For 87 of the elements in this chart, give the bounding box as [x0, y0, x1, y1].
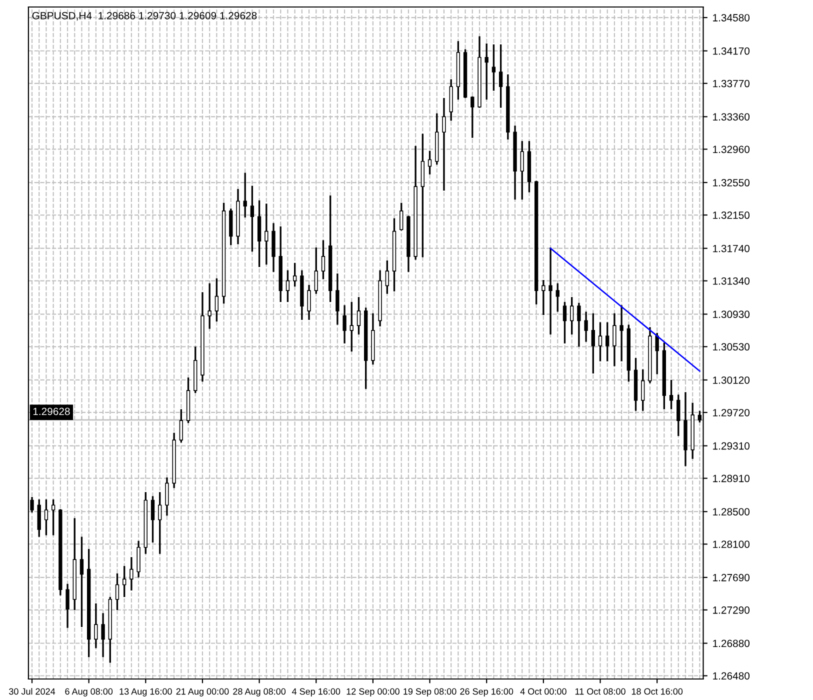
candlestick	[336, 274, 340, 325]
candlestick	[400, 202, 404, 230]
y-tick-label: 1.28500	[713, 508, 750, 516]
x-tick-label: 18 Oct 16:00	[632, 688, 683, 695]
candlestick	[428, 150, 432, 174]
candlestick	[94, 603, 98, 648]
candlestick	[598, 322, 602, 362]
candlestick	[350, 302, 354, 352]
candlestick	[44, 499, 48, 536]
y-tick-label: 1.26480	[713, 672, 750, 680]
candlestick	[179, 409, 184, 443]
candlestick	[655, 332, 659, 374]
candlestick	[80, 536, 84, 628]
y-tick-label: 1.29720	[713, 408, 750, 416]
candlestick	[208, 283, 212, 329]
candlestick	[115, 573, 120, 610]
candlestick	[292, 262, 297, 287]
candlestick	[307, 284, 311, 320]
y-tick-label: 1.32960	[713, 146, 750, 154]
y-tick-label: 1.30120	[713, 376, 750, 384]
candlestick	[498, 44, 503, 108]
x-tick-label: 21 Aug 00:00	[176, 688, 229, 696]
x-tick-label: 19 Sep 08:00	[404, 688, 456, 696]
y-tick-label: 1.33360	[713, 113, 750, 121]
candlestick	[122, 566, 126, 597]
candlestick	[165, 477, 169, 516]
y-tick-label: 1.32550	[713, 179, 750, 186]
candlestick	[385, 260, 389, 294]
candlestick	[542, 280, 546, 315]
candlestick	[130, 557, 134, 590]
y-tick-label: 1.28100	[713, 540, 750, 548]
candlestick	[620, 305, 624, 362]
candlestick	[492, 44, 496, 91]
y-tick-label: 1.27290	[713, 606, 750, 614]
candlestick	[342, 305, 346, 344]
candlestick	[250, 186, 254, 252]
candlestick	[264, 204, 268, 265]
candlestick	[669, 380, 674, 410]
x-tick-label: 28 Aug 08:00	[233, 688, 286, 696]
candlestick	[286, 270, 290, 302]
candlestick	[150, 496, 155, 543]
x-tick-label: 4 Sep 16:00	[292, 688, 340, 696]
candlestick	[214, 278, 219, 322]
candlestick	[577, 302, 581, 347]
candlestick	[641, 369, 645, 411]
candlestick	[158, 492, 162, 554]
candlestick	[562, 302, 567, 344]
x-tick-label: 11 Oct 08:00	[575, 688, 626, 695]
y-tick-label: 1.31740	[713, 244, 750, 252]
candlestick	[520, 141, 524, 200]
candlestick	[356, 297, 361, 334]
x-tick-label: 13 Aug 16:00	[120, 688, 172, 696]
y-tick-label: 1.31340	[713, 277, 750, 285]
x-tick-label: 12 Sep 00:00	[346, 688, 400, 696]
candlestick	[484, 44, 488, 100]
candlestick	[591, 313, 595, 374]
y-tick-label: 1.34170	[713, 47, 750, 55]
candlestick	[570, 297, 574, 334]
candlestick	[66, 584, 70, 628]
ref-line-label: 1.29628	[33, 408, 70, 416]
y-tick-label: 1.29310	[713, 442, 750, 450]
candlestick	[676, 394, 680, 436]
x-tick-label: 26 Sep 16:00	[460, 688, 514, 696]
candlestick	[442, 98, 446, 191]
candlestick	[556, 283, 560, 312]
candlestick	[243, 172, 247, 218]
candlestick	[321, 240, 326, 280]
candlestick	[584, 312, 588, 342]
candlestick	[470, 96, 474, 138]
y-tick-label: 1.30530	[713, 343, 750, 351]
candlestick	[101, 613, 105, 658]
y-tick-label: 1.30930	[713, 310, 750, 318]
y-tick-label: 1.28910	[713, 474, 750, 482]
candlestick	[612, 313, 616, 366]
candlestick	[51, 499, 56, 536]
y-tick-label: 1.33770	[713, 80, 750, 88]
y-tick-label: 1.34580	[713, 14, 750, 22]
y-tick-label: 1.32150	[713, 212, 750, 219]
x-tick-label: 4 Oct 00:00	[520, 688, 566, 695]
candlestick	[314, 248, 318, 294]
candlestick	[548, 248, 552, 334]
candlestick	[606, 322, 610, 362]
x-tick-label: 6 Aug 08:00	[65, 688, 113, 696]
y-tick-label: 1.26880	[713, 640, 750, 648]
chart-title: GBPUSD,H4 1.29686 1.29730 1.29609 1.29628	[32, 12, 257, 21]
x-tick-label: 30 Jul 2024	[9, 688, 56, 695]
y-tick-label: 1.27690	[713, 574, 750, 582]
